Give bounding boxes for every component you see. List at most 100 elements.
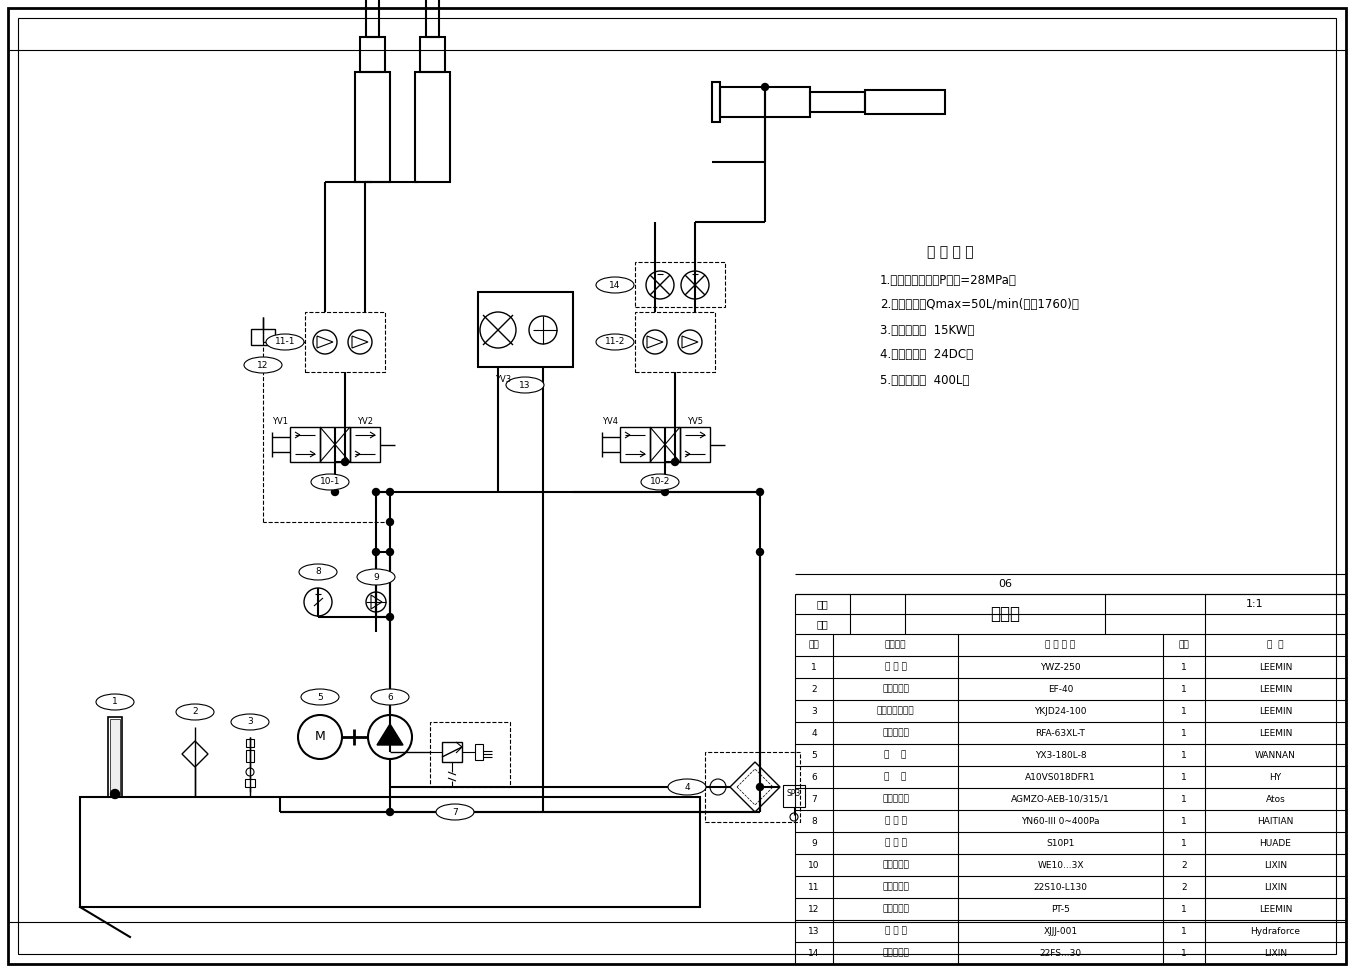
Bar: [420, 37, 445, 72]
Bar: [250, 329, 275, 345]
Bar: [320, 427, 349, 462]
Text: 压力传感器: 压力传感器: [881, 905, 909, 914]
Text: LEEMIN: LEEMIN: [1259, 684, 1292, 693]
Text: 8: 8: [811, 816, 816, 825]
Text: 1: 1: [1181, 773, 1187, 781]
Text: 06: 06: [998, 579, 1011, 589]
Text: 液 位 计: 液 位 计: [884, 663, 906, 672]
Text: 1: 1: [1181, 816, 1187, 825]
Bar: [246, 739, 255, 747]
Text: 电磁换向阀: 电磁换向阀: [881, 860, 909, 870]
Bar: [80, 797, 700, 907]
Text: 11: 11: [808, 883, 819, 891]
Text: 2: 2: [192, 708, 198, 716]
Circle shape: [386, 489, 394, 496]
Text: 油路图: 油路图: [990, 605, 1020, 623]
Text: 6: 6: [387, 692, 393, 702]
Text: 比例溢流阀: 比例溢流阀: [881, 794, 909, 804]
Ellipse shape: [371, 689, 409, 705]
Bar: [360, 37, 385, 72]
Text: SP3: SP3: [787, 788, 802, 797]
Text: 液位控制继电器: 液位控制继电器: [876, 707, 914, 715]
Text: 压 力 表: 压 力 表: [884, 816, 906, 825]
Text: 数量: 数量: [1178, 641, 1189, 649]
Text: M: M: [314, 731, 325, 744]
Text: 5.油箱容量：  400L。: 5.油箱容量： 400L。: [880, 373, 969, 387]
Bar: [349, 427, 380, 462]
Ellipse shape: [244, 357, 282, 373]
Bar: [865, 90, 945, 114]
Text: 7: 7: [452, 808, 458, 816]
Text: 12: 12: [257, 361, 268, 369]
Text: 6: 6: [811, 773, 816, 781]
Text: 4.控制电压：  24DC。: 4.控制电压： 24DC。: [880, 349, 974, 362]
Text: 空气滤清器: 空气滤清器: [881, 684, 909, 693]
Text: 单 向 阀: 单 向 阀: [884, 839, 906, 848]
Text: 4: 4: [811, 728, 816, 738]
Bar: [427, 0, 439, 37]
Text: LEEMIN: LEEMIN: [1259, 728, 1292, 738]
Text: 1: 1: [1181, 728, 1187, 738]
Text: 1: 1: [1181, 750, 1187, 759]
Text: 12: 12: [808, 905, 819, 914]
Circle shape: [757, 783, 764, 790]
Bar: [680, 427, 709, 462]
Circle shape: [111, 789, 119, 799]
Text: LIXIN: LIXIN: [1263, 860, 1288, 870]
Circle shape: [386, 518, 394, 526]
Text: XJJJ-001: XJJJ-001: [1044, 926, 1078, 935]
Ellipse shape: [668, 779, 705, 795]
Text: 10-2: 10-2: [650, 477, 670, 487]
Text: 单向节流阀: 单向节流阀: [881, 949, 909, 957]
Text: 1: 1: [1181, 684, 1187, 693]
Circle shape: [761, 84, 769, 90]
Text: WE10...3X: WE10...3X: [1037, 860, 1083, 870]
Text: 5: 5: [317, 692, 322, 702]
Text: 规 格 型 号: 规 格 型 号: [1045, 641, 1075, 649]
Circle shape: [372, 548, 379, 556]
Text: 13: 13: [519, 380, 531, 390]
Text: YX3-180L-8: YX3-180L-8: [1034, 750, 1086, 759]
Ellipse shape: [506, 377, 544, 393]
Text: PT-5: PT-5: [1051, 905, 1070, 914]
Bar: [650, 427, 680, 462]
Ellipse shape: [96, 694, 134, 710]
Ellipse shape: [596, 277, 634, 293]
Text: 1: 1: [1181, 794, 1187, 804]
Text: YWZ-250: YWZ-250: [1040, 663, 1080, 672]
Circle shape: [672, 459, 678, 466]
Bar: [635, 312, 715, 372]
Bar: [431, 722, 510, 787]
Text: LEEMIN: LEEMIN: [1259, 905, 1292, 914]
Text: 11-1: 11-1: [275, 337, 295, 346]
Text: 1: 1: [112, 698, 118, 707]
Text: Hydraforce: Hydraforce: [1251, 926, 1300, 935]
Text: 2: 2: [1181, 883, 1187, 891]
Ellipse shape: [357, 569, 395, 585]
Bar: [366, 0, 379, 37]
Text: 1.系统最大压力：P最大=28MPa。: 1.系统最大压力：P最大=28MPa。: [880, 273, 1017, 287]
Text: 10-1: 10-1: [320, 477, 340, 487]
Text: Atos: Atos: [1266, 794, 1285, 804]
Bar: [290, 427, 320, 462]
Bar: [712, 82, 720, 122]
Text: 3: 3: [811, 707, 816, 715]
Circle shape: [341, 459, 348, 466]
Bar: [810, 92, 865, 112]
Text: HUADE: HUADE: [1259, 839, 1292, 848]
Text: 溢 压 阀: 溢 压 阀: [884, 926, 906, 935]
Bar: [110, 719, 121, 795]
Text: 2: 2: [811, 684, 816, 693]
Bar: [720, 87, 810, 117]
Bar: [441, 742, 462, 762]
Text: 10: 10: [808, 860, 819, 870]
Circle shape: [757, 548, 764, 556]
Bar: [245, 779, 255, 787]
Text: S10P1: S10P1: [1047, 839, 1075, 848]
Text: LEEMIN: LEEMIN: [1259, 707, 1292, 715]
Text: 9: 9: [374, 573, 379, 581]
Text: 2.最大流量：Qmax=50L/min(转速1760)。: 2.最大流量：Qmax=50L/min(转速1760)。: [880, 298, 1079, 311]
Bar: [620, 427, 650, 462]
Bar: [246, 750, 255, 762]
Text: 制图: 制图: [816, 599, 827, 609]
